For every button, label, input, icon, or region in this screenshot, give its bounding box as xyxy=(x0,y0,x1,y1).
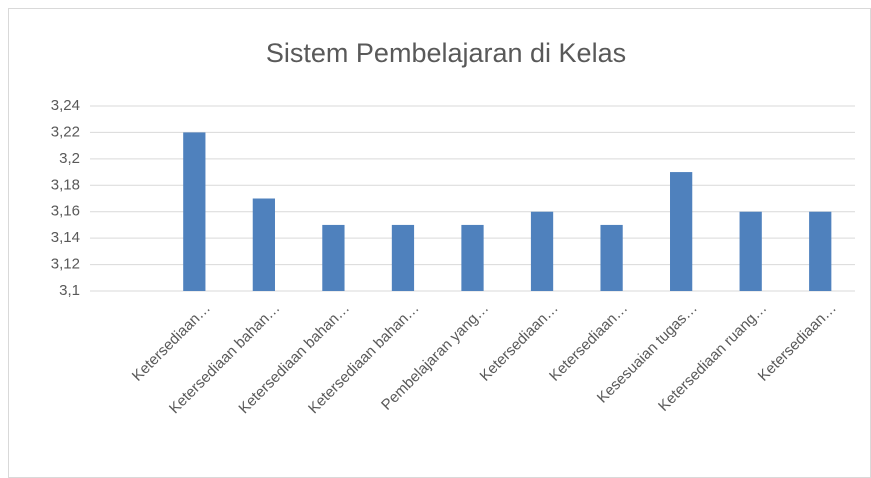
bar xyxy=(183,132,206,291)
y-tick-label: 3,18 xyxy=(51,176,80,193)
bar xyxy=(461,224,484,291)
bar xyxy=(809,211,832,291)
y-tick-label: 3,22 xyxy=(51,123,80,140)
y-tick-label: 3,2 xyxy=(59,150,80,167)
y-tick-label: 3,12 xyxy=(51,256,80,273)
bar xyxy=(530,211,554,291)
bar xyxy=(391,224,415,291)
bar xyxy=(670,172,693,291)
bar xyxy=(739,211,762,291)
y-tick-label: 3,24 xyxy=(51,97,80,114)
bar xyxy=(252,198,275,291)
y-tick-label: 3,1 xyxy=(59,282,80,299)
chart-title: Sistem Pembelajaran di Kelas xyxy=(266,38,626,68)
y-tick-label: 3,16 xyxy=(51,203,80,220)
y-tick-label: 3,14 xyxy=(51,229,80,246)
chart-border xyxy=(8,8,871,478)
bar xyxy=(322,224,345,291)
bar xyxy=(600,224,623,291)
